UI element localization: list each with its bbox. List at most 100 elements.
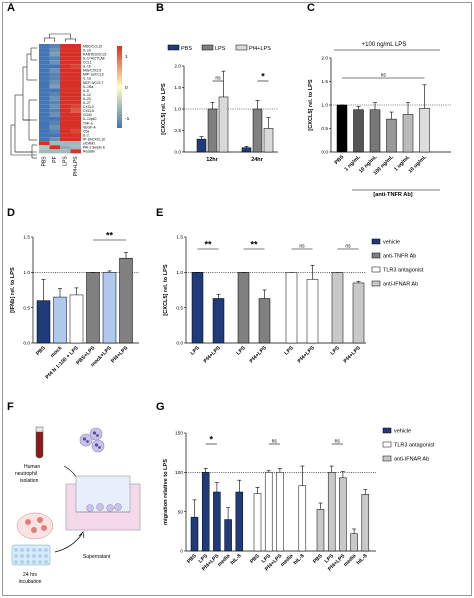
panel-letter-e: E bbox=[156, 207, 163, 219]
well-icon bbox=[38, 554, 42, 558]
blood-tube-icon bbox=[35, 429, 44, 459]
heatmap-cell bbox=[70, 52, 81, 57]
heatmap-cell bbox=[70, 76, 81, 81]
panel-g-x-tick-label: LPS bbox=[198, 553, 210, 565]
heatmap-cell bbox=[49, 125, 60, 130]
panel-g-bar bbox=[327, 472, 336, 552]
panel-e-x-tick-label: LPS bbox=[236, 345, 248, 357]
heatmap-cell bbox=[49, 56, 60, 61]
panel-g-bar bbox=[264, 472, 273, 552]
panel-b-y-tick-label: 2.0 bbox=[174, 64, 181, 70]
heatmap-row-label: IL-27 bbox=[83, 101, 91, 105]
panel-d-bar bbox=[53, 296, 67, 344]
neutrophil-icon bbox=[96, 503, 104, 511]
heatmap-cell bbox=[60, 48, 71, 53]
heatmap-cell bbox=[49, 129, 60, 134]
panel-b-legend-swatch bbox=[167, 44, 180, 51]
panel-e-x-tick-label: Pf4+LPS bbox=[203, 345, 223, 365]
neutrophil-icon bbox=[106, 504, 114, 512]
panel-g-bar bbox=[298, 485, 307, 552]
schematic-label-line: isolation bbox=[20, 478, 39, 484]
heatmap-cell bbox=[49, 76, 60, 81]
heatmap-row-label: VEGF-A bbox=[83, 125, 96, 129]
panel-c-header: +100 ng/mL LPS bbox=[362, 42, 407, 48]
heatmap-cell bbox=[39, 68, 50, 73]
heatmap-cell bbox=[39, 133, 50, 138]
heatmap-cell bbox=[49, 120, 60, 125]
heatmap-cell bbox=[70, 72, 81, 77]
heatmap-row-label: IL-17A/CTLA8 bbox=[83, 56, 105, 60]
panel-c-x-tick-label: 10 ug/mL bbox=[408, 154, 429, 175]
heatmap-cell bbox=[70, 104, 81, 109]
panel-e-x-tick-label: Pf4+LPS bbox=[297, 345, 317, 365]
panel-b-bar bbox=[207, 108, 218, 153]
panel-e-y-tick-label: 0.5 bbox=[176, 305, 183, 311]
heatmap-column-label: LPS bbox=[63, 156, 69, 166]
heatmap-cell bbox=[60, 92, 71, 97]
panel-e-bar bbox=[352, 282, 365, 344]
panel-d-y-axis-title: [IFNb] rel. to LPS bbox=[10, 267, 16, 313]
heatmap-cell bbox=[60, 108, 71, 113]
heatmap-row-label: IL-6 bbox=[83, 89, 89, 93]
heatmap-cell bbox=[70, 88, 81, 93]
panel-g-x-tick-label: media bbox=[217, 553, 232, 568]
panel-g-legend-swatch bbox=[382, 427, 392, 434]
panel-letter-d: D bbox=[7, 207, 15, 219]
heatmap-cell bbox=[39, 112, 50, 117]
schematic-label-line: Supernatant bbox=[83, 554, 111, 560]
panel-b-bar bbox=[241, 147, 252, 153]
heatmap-cell bbox=[39, 64, 50, 69]
neutrophil-nucleus-icon bbox=[96, 434, 99, 437]
panel-g-bar bbox=[224, 519, 232, 552]
panel-b-bar bbox=[252, 108, 263, 153]
well-icon bbox=[14, 548, 18, 552]
heatmap-cell bbox=[60, 88, 71, 93]
heatmap-cell bbox=[49, 133, 60, 138]
neutrophil-icon bbox=[79, 433, 93, 447]
panel-c-bar bbox=[353, 109, 364, 153]
panel-e-legend-label: vehicle bbox=[383, 240, 400, 246]
heatmap-cell bbox=[39, 141, 50, 146]
panel-e-bar bbox=[258, 298, 271, 344]
panel-e-significance-label: ** bbox=[204, 240, 212, 250]
panel-c-y-tick-label: 1.5 bbox=[321, 79, 328, 85]
panel-c-significance-label: ns bbox=[381, 73, 387, 79]
heatmap-row-label: MIG/CXCL9 bbox=[83, 69, 101, 73]
heatmap-cell bbox=[60, 145, 71, 150]
heatmap-cell bbox=[60, 100, 71, 105]
neutrophil-icon bbox=[114, 503, 122, 511]
panel-g-bar bbox=[235, 491, 244, 552]
panel-letter-b: B bbox=[156, 2, 164, 14]
panel-d-y-tick-label: 0.5 bbox=[23, 305, 30, 311]
panel-d-x-tick-label: PBS bbox=[35, 345, 47, 357]
panel-e-x-tick-label: LPS bbox=[190, 345, 202, 357]
heatmap-cell bbox=[60, 72, 71, 77]
panel-g-bar bbox=[276, 472, 284, 552]
heatmap-row-label: MCP-3/CCL7 bbox=[83, 81, 103, 85]
heatmap-cell bbox=[60, 56, 71, 61]
heatmap-row-label: Resistin bbox=[83, 150, 95, 154]
heatmap-cell bbox=[39, 104, 50, 109]
heatmap-row-label: PAI-1 Serpin E bbox=[83, 146, 106, 150]
heatmap-cell bbox=[49, 100, 60, 105]
panel-d-x-tick-label: mock bbox=[50, 345, 64, 359]
panel-e-legend-swatch bbox=[371, 252, 381, 259]
heatmap-cell bbox=[70, 96, 81, 101]
panel-b-x-tick-label: 12hr bbox=[206, 157, 218, 163]
well-icon bbox=[14, 554, 18, 558]
panel-g-bar bbox=[361, 494, 370, 552]
heatmap-cell bbox=[49, 52, 60, 57]
neutrophil-nucleus-icon bbox=[82, 437, 87, 441]
panel-c-y-tick-label: 1.0 bbox=[321, 103, 328, 109]
neutrophil-nucleus-icon bbox=[94, 443, 99, 447]
panel-e-x-tick-label: LPS bbox=[284, 345, 296, 357]
heatmap-row-label: IP-10/CXCL10 bbox=[83, 137, 105, 141]
heatmap-cell bbox=[39, 84, 50, 89]
schematic-label-line: neutrophil bbox=[15, 471, 37, 477]
well-icon bbox=[38, 548, 42, 552]
panel-b-x-tick-label: 24hr bbox=[251, 157, 263, 163]
panel-c-y-tick-label: 2.0 bbox=[321, 56, 328, 62]
heatmap-row-label: MIP-1a/CCL3 bbox=[83, 73, 104, 77]
panel-d-bar bbox=[36, 300, 51, 344]
heatmap-cell bbox=[49, 92, 60, 97]
